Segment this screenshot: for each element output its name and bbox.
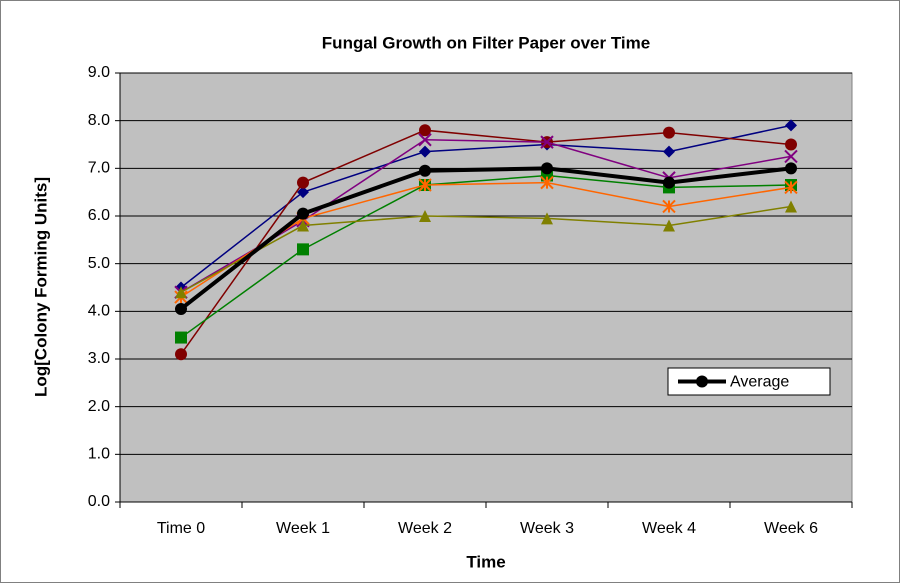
y-tick-label: 4.0 (88, 303, 110, 320)
series-line (180, 138, 792, 293)
marker (785, 162, 797, 175)
legend: Average (667, 367, 831, 396)
marker (663, 145, 675, 158)
plot-area (119, 72, 853, 503)
marker (784, 180, 798, 195)
marker (419, 210, 431, 222)
marker (297, 186, 309, 199)
y-axis-label: Log[Colony Forming Units] (31, 177, 50, 397)
marker (785, 200, 797, 213)
marker (541, 162, 553, 175)
marker (663, 176, 675, 189)
marker (297, 176, 309, 189)
x-tick-label: Time 0 (157, 520, 205, 537)
marker (419, 164, 431, 177)
y-tick-label: 2.0 (88, 398, 110, 415)
marker (175, 331, 187, 344)
series-line (180, 174, 792, 339)
series (175, 200, 797, 299)
marker (785, 119, 797, 132)
legend-label: Average (730, 374, 789, 391)
series-line (180, 129, 792, 355)
marker (175, 302, 187, 315)
x-tick-label: Week 3 (520, 520, 574, 537)
marker (663, 219, 675, 232)
marker (662, 199, 676, 214)
marker (663, 126, 675, 139)
y-tick-label: 5.0 (88, 255, 110, 272)
chart-title: Fungal Growth on Filter Paper over Time (322, 33, 650, 52)
marker (297, 207, 309, 220)
y-tick-label: 6.0 (88, 207, 110, 224)
x-tick-label: Week 2 (398, 520, 452, 537)
marker (418, 178, 432, 192)
marker (297, 219, 309, 232)
y-tick-label: 8.0 (88, 112, 110, 129)
marker (418, 133, 432, 147)
marker (175, 286, 187, 299)
y-tick-label: 1.0 (88, 446, 110, 463)
series (175, 119, 797, 294)
marker (785, 138, 797, 151)
marker (297, 243, 309, 256)
y-tick-label: 7.0 (88, 160, 110, 177)
series (175, 162, 797, 315)
series-line (180, 124, 792, 289)
marker (784, 149, 798, 164)
marker (541, 212, 553, 225)
x-tick-label: Week 1 (276, 520, 330, 537)
series-line (179, 166, 792, 311)
series-line (180, 205, 792, 293)
marker (419, 145, 431, 158)
marker (540, 135, 554, 149)
marker (419, 124, 431, 137)
y-tick-label: 3.0 (88, 350, 110, 367)
x-tick-label: Week 4 (642, 520, 696, 537)
y-tick-label: 9.0 (88, 64, 110, 81)
marker (175, 348, 187, 361)
x-tick-label: Week 6 (764, 520, 818, 537)
x-axis-label: Time (466, 552, 505, 571)
y-tick-label: 0.0 (88, 493, 110, 510)
legend-marker (696, 375, 708, 388)
marker (540, 175, 554, 190)
